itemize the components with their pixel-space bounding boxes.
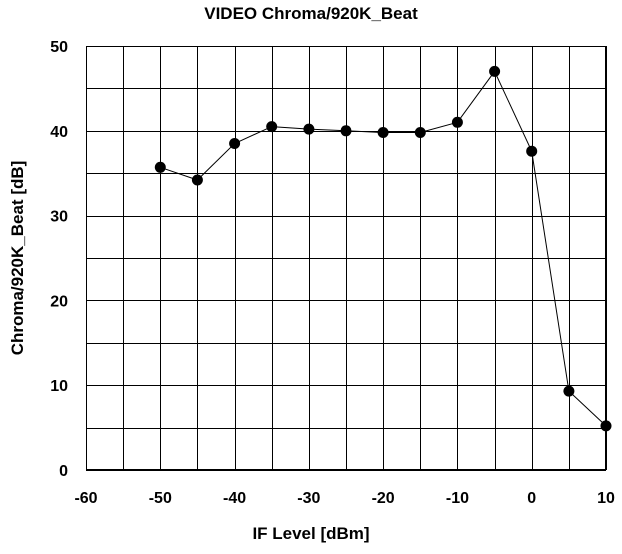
y-tick-label: 40: [50, 124, 68, 141]
data-point: [414, 127, 426, 138]
data-point: [563, 385, 575, 397]
chart-title: VIDEO Chroma/920K_Beat: [204, 4, 418, 23]
y-tick-label: 0: [59, 463, 68, 480]
x-tick-label: -20: [372, 490, 395, 507]
y-tick-label: 50: [50, 39, 68, 56]
y-tick-label: 20: [50, 293, 68, 310]
x-tick-label: -30: [297, 490, 320, 507]
data-point: [489, 65, 501, 77]
data-point: [229, 138, 241, 149]
data-point: [303, 123, 315, 135]
x-tick-label: -50: [149, 490, 172, 507]
data-point: [266, 121, 278, 133]
data-point: [377, 127, 389, 138]
x-tick-label: -10: [446, 490, 469, 507]
data-point: [451, 116, 463, 128]
x-axis-title: IF Level [dBm]: [252, 524, 370, 543]
x-tick-label: 0: [527, 490, 536, 507]
plot-frame: [86, 46, 606, 470]
data-point: [340, 125, 352, 137]
y-tick-label: 10: [50, 378, 68, 395]
x-tick-label: 10: [597, 490, 615, 507]
data-point: [154, 161, 166, 173]
x-tick-label: -40: [223, 490, 246, 507]
data-point: [526, 145, 538, 157]
data-point: [191, 174, 203, 186]
x-tick-label: -60: [74, 490, 97, 507]
data-point: [600, 420, 612, 432]
y-tick-label: 30: [50, 209, 68, 226]
